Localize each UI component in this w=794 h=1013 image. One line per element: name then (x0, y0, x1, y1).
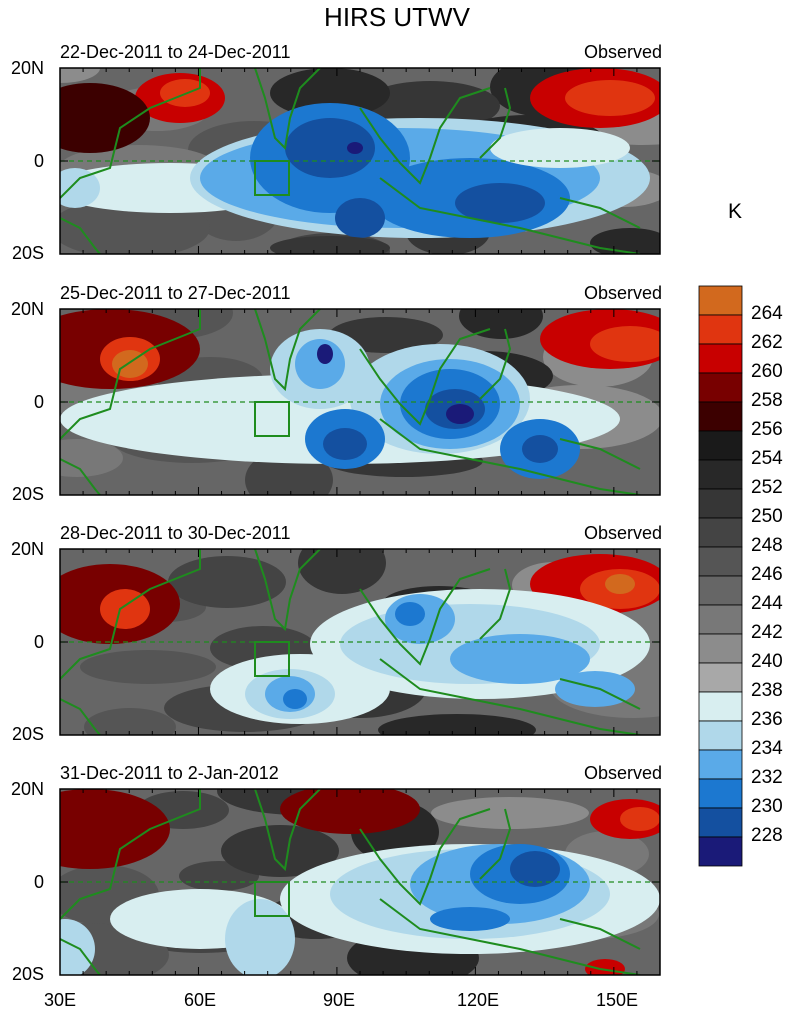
colorbar-label: 250 (751, 506, 783, 527)
colorbar-label: 232 (751, 767, 783, 788)
lat-label: 0 (33, 632, 44, 652)
colorbar-label: 262 (751, 332, 783, 353)
lat-label: 20S (11, 964, 44, 984)
colorbar-label: 240 (751, 651, 783, 672)
figure-title: HIRS UTWV (324, 2, 470, 32)
colorbar-swatch (698, 372, 743, 403)
panel-date-range: 25-Dec-2011 to 27-Dec-2011 (60, 283, 291, 303)
lat-label: 20N (10, 779, 44, 799)
colorbar-swatch (698, 575, 743, 606)
colorbar-label: 238 (751, 680, 783, 701)
colorbar-label: 244 (751, 593, 783, 614)
panel-label: Observed (583, 523, 662, 543)
colorbar-label: 248 (751, 535, 783, 556)
colorbar-swatch (698, 488, 743, 519)
colorbar-swatch (698, 691, 743, 722)
lat-label: 20S (11, 724, 44, 744)
colorbar-swatch (698, 459, 743, 490)
lat-label: 20S (11, 484, 44, 504)
colorbar-swatch (698, 285, 743, 316)
colorbar-swatch (698, 749, 743, 780)
colorbar-swatch (698, 546, 743, 577)
colorbar-label: 258 (751, 390, 783, 411)
panel-label: Observed (583, 763, 662, 783)
colorbar-swatch (698, 633, 743, 664)
lat-label: 0 (33, 151, 44, 171)
colorbar-swatch (698, 662, 743, 693)
colorbar-label: 252 (751, 477, 783, 498)
colorbar-unit: K (728, 200, 743, 223)
colorbar-label: 246 (751, 564, 783, 585)
lat-label: 20S (11, 243, 44, 263)
colorbar-label: 254 (751, 448, 783, 469)
lat-label: 20N (10, 58, 44, 78)
panel-label: Observed (583, 42, 662, 62)
colorbar-swatch (698, 720, 743, 751)
lon-label-90e: 90E (322, 990, 356, 1010)
colorbar-swatch (698, 836, 743, 867)
panel-date-range: 31-Dec-2011 to 2-Jan-2012 (60, 763, 279, 783)
panel-date-range: 22-Dec-2011 to 24-Dec-2011 (60, 42, 291, 62)
colorbar-swatch (698, 343, 743, 374)
colorbar-swatch (698, 314, 743, 345)
colorbar-label: 228 (751, 825, 783, 846)
colorbar-label: 260 (751, 361, 783, 382)
colorbar-label: 242 (751, 622, 783, 643)
lon-label-150e: 150E (595, 990, 639, 1010)
panel-label: Observed (583, 283, 662, 303)
lat-label: 20N (10, 539, 44, 559)
lon-label-30e: 30E (43, 990, 77, 1010)
lat-label: 0 (33, 872, 44, 892)
lon-label-60e: 60E (183, 990, 217, 1010)
colorbar-swatch (698, 807, 743, 838)
lat-label: 0 (33, 392, 44, 412)
lat-label: 20N (10, 299, 44, 319)
colorbar-label: 234 (751, 738, 783, 759)
colorbar-swatch (698, 401, 743, 432)
colorbar-label: 256 (751, 419, 783, 440)
lon-label-120e: 120E (456, 990, 500, 1010)
colorbar-label: 264 (751, 303, 783, 324)
panel-date-range: 28-Dec-2011 to 30-Dec-2011 (60, 523, 291, 543)
colorbar-label: 230 (751, 796, 783, 817)
colorbar-label: 236 (751, 709, 783, 730)
colorbar-swatch (698, 604, 743, 635)
colorbar-swatch (698, 430, 743, 461)
colorbar-swatch (698, 778, 743, 809)
colorbar-swatch (698, 517, 743, 548)
